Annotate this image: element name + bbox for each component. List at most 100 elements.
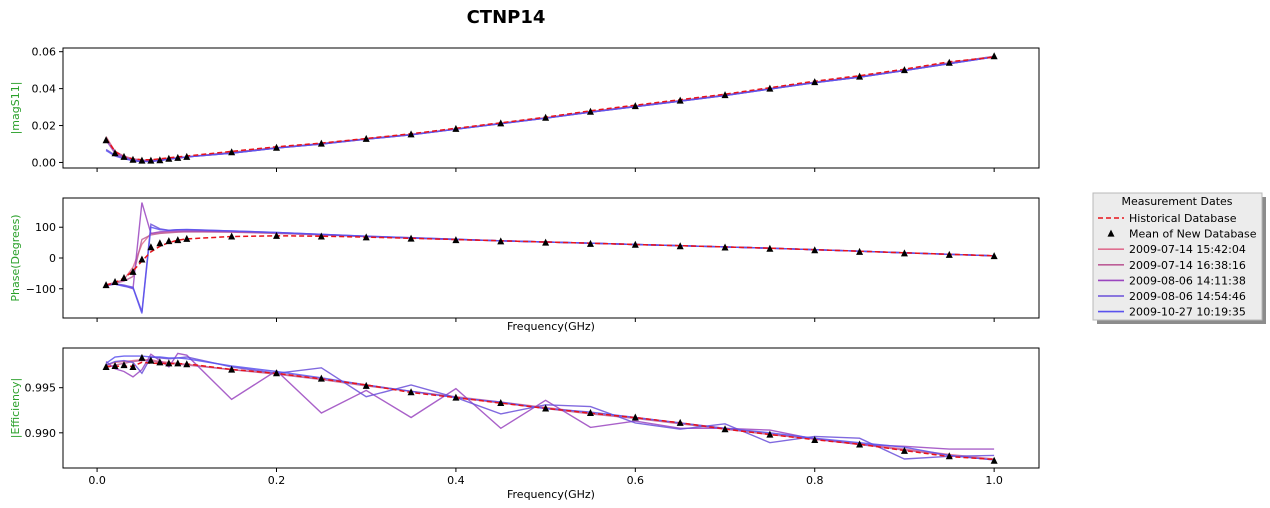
mean-marker xyxy=(362,381,370,389)
mean-marker xyxy=(165,154,173,162)
mean-marker xyxy=(631,240,639,248)
mean-marker xyxy=(586,239,594,247)
mean-marker xyxy=(407,130,415,138)
mean-marker xyxy=(273,143,280,151)
series-line-5 xyxy=(105,56,995,163)
mean-marker xyxy=(497,119,505,127)
mean-marker xyxy=(990,456,998,464)
mean-marker xyxy=(111,149,119,157)
series-line-4 xyxy=(105,356,995,460)
mean-marker xyxy=(129,362,137,370)
mean-marker xyxy=(945,452,953,460)
mean-marker xyxy=(856,247,864,255)
mean-marker xyxy=(228,232,236,240)
mean-marker xyxy=(147,243,155,251)
plot-area xyxy=(102,202,998,314)
mean-marker xyxy=(317,374,325,382)
mean-marker xyxy=(856,440,864,448)
legend-marker xyxy=(1107,229,1115,237)
mean-marker xyxy=(273,231,280,239)
mean-marker xyxy=(138,156,146,164)
y-tick-label: 0.06 xyxy=(32,46,57,59)
historical-line xyxy=(105,56,995,161)
legend-label: Historical Database xyxy=(1129,212,1237,225)
legend-title: Measurement Dates xyxy=(1121,195,1232,208)
mean-marker xyxy=(138,255,146,263)
y-tick-label: 0.04 xyxy=(32,83,57,96)
plot-area xyxy=(102,52,998,164)
legend-label: Mean of New Database xyxy=(1129,228,1257,241)
legend-box xyxy=(1092,192,1263,321)
mean-marker xyxy=(721,91,729,99)
mean-marker xyxy=(542,113,550,121)
mean-marker xyxy=(138,353,146,361)
y-tick-label: 0.02 xyxy=(32,120,57,133)
mean-marker xyxy=(317,139,325,147)
legend-label: 2009-10-27 10:19:35 xyxy=(1129,306,1246,319)
mean-marker xyxy=(945,250,953,258)
mean-marker xyxy=(183,234,191,242)
mean-marker xyxy=(111,362,119,370)
mean-marker xyxy=(174,359,182,367)
y-axis-label: Phase(Degrees) xyxy=(9,214,22,301)
x-axis-label: Frequency(GHz) xyxy=(507,320,595,333)
x-tick-label: 0.2 xyxy=(268,474,286,487)
mean-marker xyxy=(407,234,415,242)
magnitude-panel: 0.00 0.02 0.04 0.06 |magS11| xyxy=(9,46,1040,172)
mean-marker xyxy=(362,233,370,241)
efficiency-panel: 0.990 0.995 0.0 0.2 0.4 0.6 0.8 1.0 |Efficiency|… xyxy=(9,347,1040,501)
y-tick-label: 0.00 xyxy=(32,156,57,169)
y-axis-label: |magS11| xyxy=(9,82,22,135)
mean-marker xyxy=(102,362,110,370)
legend-label: 2009-07-14 15:42:04 xyxy=(1129,243,1246,256)
mean-marker xyxy=(452,393,460,401)
mean-marker xyxy=(900,249,908,257)
mean-marker xyxy=(102,281,110,289)
mean-marker xyxy=(676,418,684,426)
mean-marker xyxy=(452,236,460,244)
mean-marker xyxy=(120,152,128,160)
legend-entries: Historical Database Mean of New Database 2… xyxy=(1098,212,1257,319)
mean-marker xyxy=(631,413,639,421)
mean-marker xyxy=(586,408,594,416)
mean-marker xyxy=(174,236,182,244)
mean-marker xyxy=(129,155,137,163)
mean-marker xyxy=(452,124,460,132)
y-tick-label: 0.995 xyxy=(25,382,57,395)
mean-marker xyxy=(228,148,236,156)
x-tick-label: 0.0 xyxy=(88,474,106,487)
mean-marker xyxy=(856,72,864,80)
mean-marker xyxy=(362,134,370,142)
historical-line xyxy=(106,361,995,461)
mean-marker xyxy=(156,239,164,247)
y-tick-label: −100 xyxy=(26,283,56,296)
mean-marker xyxy=(900,446,908,454)
phase-panel: −100 0 100 Phase(Degrees) Frequency(GHz) xyxy=(9,197,1040,333)
mean-marker xyxy=(766,430,774,438)
mean-marker xyxy=(766,244,774,252)
mean-marker xyxy=(631,102,639,110)
y-axis-label: |Efficiency| xyxy=(9,378,22,438)
mean-marker xyxy=(147,356,155,364)
legend-label: 2009-08-06 14:11:38 xyxy=(1129,274,1246,287)
mean-marker xyxy=(147,156,155,164)
mean-marker xyxy=(156,156,164,164)
mean-marker xyxy=(811,246,819,254)
y-tick-label: 100 xyxy=(35,221,56,234)
mean-marker xyxy=(273,369,280,377)
x-axis-label: Frequency(GHz) xyxy=(507,488,595,501)
mean-marker xyxy=(120,274,128,281)
mean-marker xyxy=(165,359,173,367)
mean-marker xyxy=(407,388,415,396)
y-tick-label: 0 xyxy=(49,252,56,265)
mean-marker xyxy=(900,66,908,74)
mean-marker xyxy=(542,238,550,246)
plot-area xyxy=(102,352,998,464)
x-tick-label: 0.4 xyxy=(447,474,465,487)
mean-marker xyxy=(156,358,164,366)
mean-marker xyxy=(183,152,191,160)
mean-marker xyxy=(129,267,137,275)
mean-marker xyxy=(497,399,505,407)
